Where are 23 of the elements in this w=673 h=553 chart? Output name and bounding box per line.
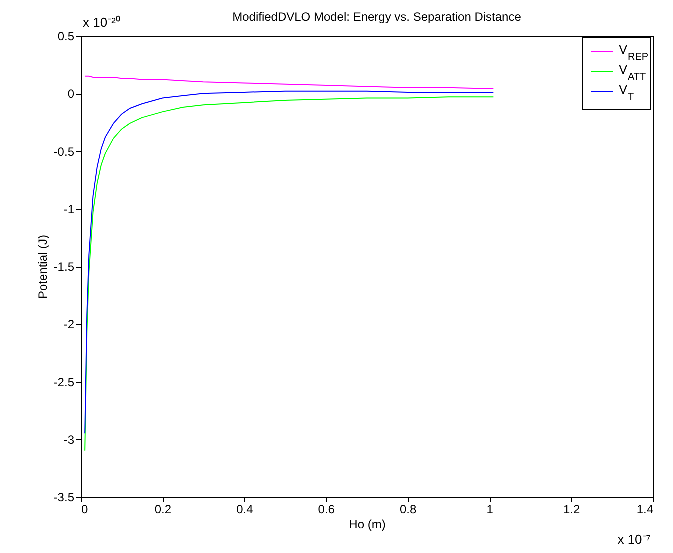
x-tick-label: 1.4 xyxy=(636,502,654,516)
x-tick-label: 0.6 xyxy=(318,502,336,516)
chart-title: ModifiedDVLO Model: Energy vs. Separation Distance xyxy=(232,10,522,24)
x-tick-label: 1.2 xyxy=(563,502,580,516)
line-series xyxy=(84,76,494,90)
x-tick-label: 0.4 xyxy=(236,502,254,516)
y-tick-label: -0.5 xyxy=(54,144,75,159)
y-tick-label: -1.5 xyxy=(54,260,75,274)
y-tick-label: -3 xyxy=(64,432,75,447)
y-tick-label: -3.5 xyxy=(54,490,75,504)
x-tick-label: 0 xyxy=(82,502,88,516)
y-tick-label: -2.5 xyxy=(54,375,75,390)
x-tick-label: 1 xyxy=(486,502,494,516)
x-tick-label: 0.8 xyxy=(400,502,418,516)
y-tick-label: 0 xyxy=(68,87,75,102)
text: x 10⁻⁷ xyxy=(618,532,652,547)
x-tick-label: 0.2 xyxy=(154,502,172,516)
text: x 10⁻²⁰ xyxy=(83,15,121,30)
y-axis-title: Potential (J) xyxy=(36,234,50,300)
y-tick-label: -2 xyxy=(64,318,75,332)
y-tick-label: -1 xyxy=(64,202,75,216)
x-axis-title: Ho (m) xyxy=(349,518,386,532)
y-tick-label: 0.5 xyxy=(58,30,75,44)
